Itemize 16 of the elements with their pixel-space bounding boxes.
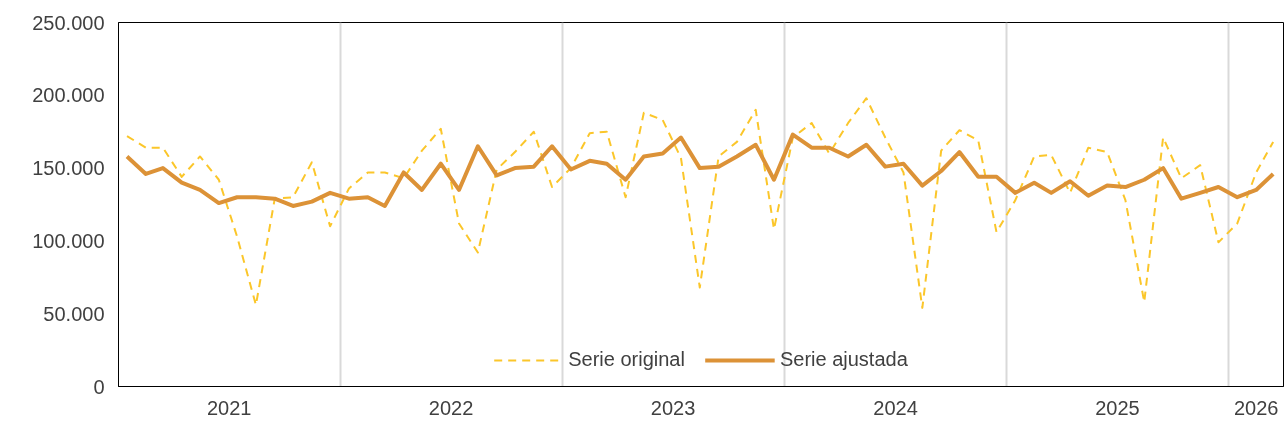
x-tick-label: 2026 — [1233, 396, 1279, 419]
x-tick-label: 2024 — [873, 396, 918, 419]
y-tick-label: 50.000 — [43, 302, 105, 325]
y-tick-label: 0 — [93, 375, 105, 398]
legend-label: Serie original — [568, 348, 685, 371]
y-tick-label: 100.000 — [32, 229, 105, 252]
y-tick-label: 150.000 — [32, 157, 105, 180]
y-tick-label: 200.000 — [32, 84, 105, 107]
y-tick-label: 250.000 — [32, 11, 105, 34]
x-tick-label: 2022 — [428, 396, 474, 419]
x-tick-label: 2025 — [1095, 396, 1140, 419]
x-tick-label: 2021 — [206, 396, 252, 419]
x-tick-label: 2023 — [650, 396, 696, 419]
line-series — [125, 132, 1276, 208]
legend-label: Serie ajustada — [779, 348, 908, 371]
line-series — [126, 97, 1275, 309]
